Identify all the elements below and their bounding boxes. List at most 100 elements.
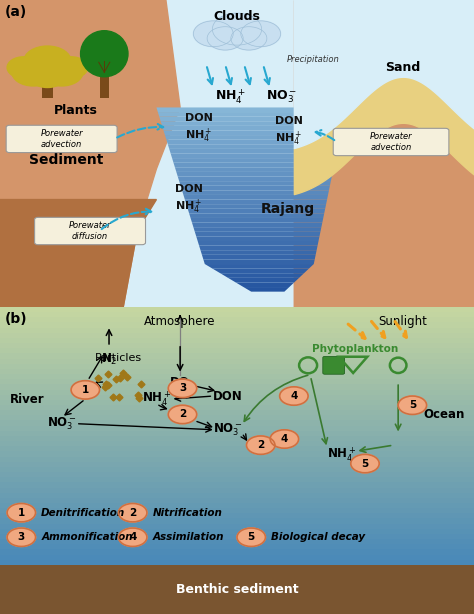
- Bar: [0, 518, 474, 524]
- Polygon shape: [203, 259, 315, 264]
- Polygon shape: [165, 135, 340, 139]
- Text: DON
NH$_4^+$: DON NH$_4^+$: [175, 184, 203, 216]
- Text: 3: 3: [18, 532, 25, 542]
- Bar: [0, 462, 474, 467]
- Polygon shape: [198, 241, 319, 246]
- Text: 2: 2: [129, 508, 137, 518]
- Polygon shape: [228, 278, 299, 282]
- Circle shape: [168, 379, 197, 398]
- Bar: [0, 446, 474, 451]
- Text: Porewater
advection: Porewater advection: [40, 129, 83, 149]
- Polygon shape: [161, 121, 343, 126]
- Bar: [0, 395, 474, 400]
- Circle shape: [246, 436, 275, 454]
- Polygon shape: [185, 200, 327, 204]
- Polygon shape: [183, 195, 328, 200]
- Bar: [0, 369, 474, 374]
- Text: NH$_4^+$: NH$_4^+$: [215, 87, 245, 106]
- Text: Rajang: Rajang: [261, 202, 315, 216]
- Polygon shape: [0, 200, 156, 307]
- Circle shape: [7, 528, 36, 546]
- Polygon shape: [186, 204, 326, 209]
- Bar: [0, 483, 474, 488]
- Circle shape: [12, 58, 55, 86]
- Bar: [0, 498, 474, 503]
- Bar: [0, 554, 474, 560]
- Text: Ocean: Ocean: [423, 408, 465, 421]
- Polygon shape: [205, 264, 314, 269]
- Text: Denitrification: Denitrification: [41, 508, 126, 518]
- Circle shape: [40, 58, 83, 86]
- Bar: [0, 405, 474, 410]
- Circle shape: [118, 503, 147, 522]
- Circle shape: [241, 21, 281, 47]
- Bar: [0, 363, 474, 369]
- Polygon shape: [196, 236, 319, 241]
- Bar: [0, 343, 474, 348]
- Bar: [0, 524, 474, 529]
- Bar: [0, 436, 474, 441]
- Bar: [0, 400, 474, 405]
- Polygon shape: [169, 149, 337, 154]
- Text: NO$_3^-$: NO$_3^-$: [47, 416, 76, 432]
- Text: NO$_3^-$: NO$_3^-$: [213, 422, 242, 438]
- Bar: [0, 384, 474, 389]
- Polygon shape: [294, 0, 474, 307]
- Text: Sediment: Sediment: [29, 153, 103, 166]
- Text: 5: 5: [361, 459, 369, 468]
- Text: Particles: Particles: [95, 353, 142, 363]
- Polygon shape: [164, 131, 341, 135]
- Polygon shape: [188, 209, 325, 214]
- Polygon shape: [212, 269, 309, 273]
- Polygon shape: [244, 287, 289, 292]
- Text: 4: 4: [281, 434, 288, 444]
- Circle shape: [280, 387, 308, 405]
- Text: NH$_4^+$: NH$_4^+$: [142, 390, 171, 408]
- Text: Assimilation: Assimilation: [153, 532, 224, 542]
- Bar: [0, 477, 474, 483]
- Bar: [0, 389, 474, 395]
- Circle shape: [71, 381, 100, 399]
- Circle shape: [351, 454, 379, 473]
- Text: 4: 4: [290, 391, 298, 401]
- Bar: [0, 467, 474, 472]
- Bar: [0, 415, 474, 421]
- Circle shape: [398, 396, 427, 414]
- Polygon shape: [195, 231, 320, 236]
- Bar: [0, 421, 474, 426]
- Bar: [0, 431, 474, 436]
- Polygon shape: [166, 139, 339, 144]
- Text: Biological decay: Biological decay: [271, 532, 365, 542]
- Polygon shape: [158, 112, 345, 117]
- Polygon shape: [176, 172, 333, 177]
- Bar: [0, 503, 474, 508]
- Text: NH$_4^+$: NH$_4^+$: [327, 445, 356, 464]
- Polygon shape: [189, 214, 324, 218]
- Text: 5: 5: [247, 532, 255, 542]
- Polygon shape: [171, 154, 337, 158]
- Text: DON
NH$_4^+$: DON NH$_4^+$: [275, 116, 303, 148]
- Circle shape: [212, 13, 262, 45]
- Text: DON: DON: [213, 389, 242, 403]
- Text: 1: 1: [18, 508, 25, 518]
- Polygon shape: [199, 246, 318, 251]
- Polygon shape: [0, 0, 180, 307]
- Text: 5: 5: [409, 400, 416, 410]
- Bar: [0, 550, 474, 554]
- Circle shape: [7, 56, 40, 78]
- Polygon shape: [236, 282, 294, 287]
- Polygon shape: [193, 227, 321, 231]
- Bar: [0, 529, 474, 534]
- Bar: [0, 451, 474, 457]
- Circle shape: [168, 405, 197, 424]
- Bar: [0, 472, 474, 477]
- Text: Nitrification: Nitrification: [153, 508, 222, 518]
- Polygon shape: [192, 222, 322, 227]
- Bar: [0, 374, 474, 379]
- Polygon shape: [202, 255, 316, 259]
- Bar: [0, 441, 474, 446]
- Bar: [0, 410, 474, 415]
- Circle shape: [231, 26, 267, 50]
- Polygon shape: [168, 144, 338, 149]
- Circle shape: [118, 528, 147, 546]
